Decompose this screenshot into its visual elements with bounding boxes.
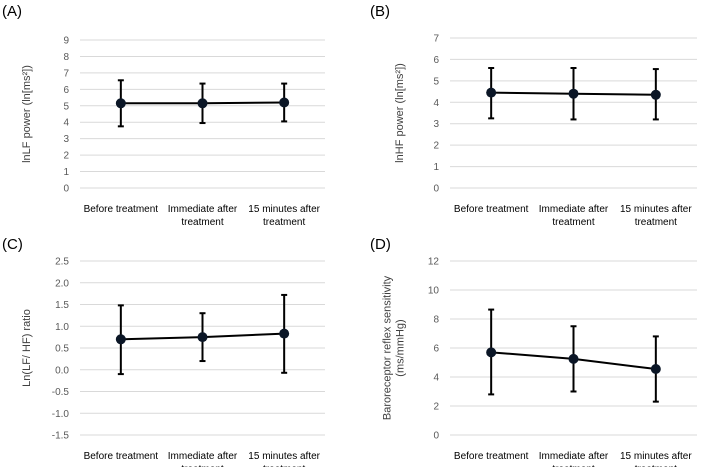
data-point — [650, 364, 661, 375]
y-tick-label: 0 — [433, 184, 439, 195]
x-tick-label: Immediate after treatment — [168, 451, 238, 467]
x-tick-label-line: 15 minutes after — [620, 204, 692, 215]
y-axis-label-line: lnLF power (ln[ms²]) — [21, 65, 33, 163]
y-tick-label: 7 — [433, 34, 439, 45]
data-point — [486, 347, 497, 358]
panel-label: (D) — [370, 236, 391, 253]
data-point — [115, 98, 126, 109]
y-tick-label: 4 — [433, 373, 439, 384]
x-tick-label: Before treatment — [454, 204, 529, 215]
data-point — [486, 87, 497, 98]
x-tick-label: Before treatment — [454, 451, 529, 462]
panel-label: (C) — [2, 236, 23, 253]
y-tick-label: 3 — [433, 119, 439, 130]
x-tick-label-line: 15 minutes after — [248, 451, 320, 462]
data-point — [650, 89, 661, 100]
data-point — [279, 97, 290, 108]
x-tick-label-line: Immediate after — [539, 451, 609, 462]
y-tick-label: 1.5 — [55, 300, 69, 311]
x-tick-label: 15 minutes after treatment — [248, 204, 320, 228]
y-tick-label: 2 — [63, 151, 69, 162]
x-tick-label-line: Before treatment — [454, 451, 529, 462]
y-tick-label: 1.0 — [55, 322, 69, 333]
x-tick-label-line: Immediate after — [539, 204, 609, 215]
y-tick-label: 12 — [428, 257, 440, 268]
y-tick-label: -1.5 — [52, 431, 70, 442]
x-tick-label: 15 minutes after treatment — [620, 451, 692, 467]
y-tick-label: 4 — [433, 98, 439, 109]
y-axis-label-line: Ln(LF/ HF) ratio — [21, 309, 33, 387]
y-tick-label: 5 — [63, 101, 69, 112]
y-tick-label: -0.5 — [52, 387, 70, 398]
x-tick-label-line: treatment — [635, 217, 677, 228]
x-tick-label: 15 minutes after treatment — [248, 451, 320, 467]
x-tick-label-line: treatment — [263, 464, 305, 467]
y-tick-label: 10 — [428, 286, 440, 297]
x-tick-label-line: treatment — [552, 464, 594, 467]
x-tick-label: Immediate after treatment — [168, 204, 238, 228]
y-tick-label: 2 — [433, 141, 439, 152]
y-axis-label: lnLF power (ln[ms²]) — [21, 65, 33, 163]
chart-panel-1: (A) 0 1 2 3 4 5 6 7 8 9 lnLF power (ln[ms²]) Before … — [2, 3, 325, 228]
y-tick-label: 8 — [63, 52, 69, 63]
x-tick-label-line: treatment — [181, 464, 223, 467]
y-tick-label: 4 — [63, 118, 69, 129]
y-tick-label: 2.5 — [55, 257, 69, 268]
x-tick-label-line: Before treatment — [84, 204, 159, 215]
y-tick-label: 2 — [433, 402, 439, 413]
x-tick-label-line: Immediate after — [168, 451, 238, 462]
x-tick-label: 15 minutes after treatment — [620, 204, 692, 228]
data-point — [568, 88, 579, 99]
y-tick-label: 0 — [433, 431, 439, 442]
chart-panel-4: (D) 0 2 4 6 8 10 12 Baroreceptor reflex sensitiv… — [370, 236, 697, 467]
chart-panel-2: (B) 0 1 2 3 4 5 6 7 lnHF power (ln[ms²]) Before tr… — [370, 3, 697, 228]
y-axis-label: lnHF power (ln[ms²]) — [394, 63, 406, 163]
x-tick-label: Immediate after treatment — [539, 204, 609, 228]
data-point — [279, 328, 290, 339]
x-tick-label: Immediate after treatment — [539, 451, 609, 467]
data-point — [197, 332, 208, 343]
y-tick-label: 0.0 — [55, 365, 69, 376]
x-tick-label-line: treatment — [635, 464, 677, 467]
data-point — [568, 353, 579, 364]
y-axis-label-line: (ms/mmHg) — [395, 319, 407, 376]
x-tick-label-line: treatment — [552, 217, 594, 228]
data-point — [197, 98, 208, 109]
y-axis-label-line: lnHF power (ln[ms²]) — [394, 63, 406, 163]
data-point — [115, 334, 126, 345]
x-tick-label-line: 15 minutes after — [248, 204, 320, 215]
x-tick-label-line: Before treatment — [84, 451, 159, 462]
y-tick-label: 3 — [63, 134, 69, 145]
y-axis-label: Baroreceptor reflex sensitivity(ms/mmHg) — [382, 275, 407, 420]
y-axis-label: Ln(LF/ HF) ratio — [21, 309, 33, 387]
y-tick-label: 6 — [63, 85, 69, 96]
y-axis-label-line: Baroreceptor reflex sensitivity — [382, 275, 394, 420]
y-tick-label: 6 — [433, 344, 439, 355]
chart-panel-3: (C) -1.5 -1.0 -0.5 0.0 0.5 1.0 1.5 2.0 2.5 Ln(LF/ … — [2, 236, 325, 467]
x-tick-label: Before treatment — [84, 204, 159, 215]
x-tick-label-line: treatment — [181, 217, 223, 228]
y-tick-label: 2.0 — [55, 278, 69, 289]
y-tick-label: 7 — [63, 68, 69, 79]
x-tick-label-line: Immediate after — [168, 204, 238, 215]
y-tick-label: 6 — [433, 55, 439, 66]
y-tick-label: 9 — [63, 36, 69, 47]
y-tick-label: 0.5 — [55, 344, 69, 355]
panel-label: (A) — [2, 3, 22, 20]
y-tick-label: 0 — [63, 184, 69, 195]
x-tick-label-line: 15 minutes after — [620, 451, 692, 462]
y-tick-label: 1 — [63, 167, 69, 178]
x-tick-label: Before treatment — [84, 451, 159, 462]
y-tick-label: -1.0 — [52, 409, 70, 420]
panel-label: (B) — [370, 3, 390, 20]
y-tick-label: 1 — [433, 162, 439, 173]
x-tick-label-line: treatment — [263, 217, 305, 228]
x-tick-label-line: Before treatment — [454, 204, 529, 215]
y-tick-label: 5 — [433, 76, 439, 87]
y-tick-label: 8 — [433, 315, 439, 326]
